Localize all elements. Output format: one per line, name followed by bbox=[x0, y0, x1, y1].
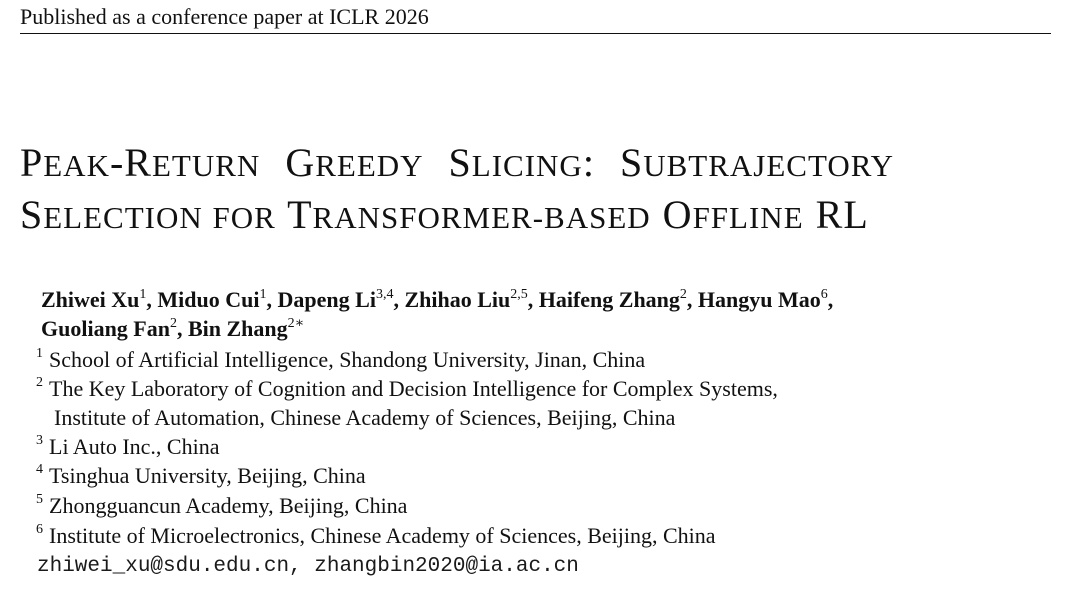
title-punctuation bbox=[804, 192, 816, 237]
affiliation-text: School of Artificial Intelligence, Shand… bbox=[49, 347, 646, 372]
title-capital: T bbox=[287, 192, 313, 237]
author-separator: , bbox=[146, 287, 158, 312]
affiliation-text: Institute of Microelectronics, Chinese A… bbox=[49, 523, 716, 548]
affiliation-number: 2 bbox=[36, 375, 43, 390]
author-affiliation-marker: 1 bbox=[259, 287, 267, 302]
affiliation-number: 1 bbox=[36, 346, 43, 361]
title-small-caps: RANSFORMER-BASED bbox=[312, 200, 651, 235]
author-affiliation-marker: 1 bbox=[139, 287, 147, 302]
author-affiliation-marker: 3,4 bbox=[375, 287, 394, 302]
title-capital: RL bbox=[815, 192, 869, 237]
paper-title-line-1: PEAK-RETURN GREEDY SLICING: SUBTRAJECTOR… bbox=[20, 141, 894, 188]
affiliation-5: 5 Zhongguancun Academy, Beijing, China bbox=[36, 492, 407, 520]
affiliation-number: 3 bbox=[36, 433, 43, 448]
author-emails[interactable]: zhiwei_xu@sdu.edu.cn, zhangbin2020@ia.ac… bbox=[37, 555, 579, 578]
author-separator: , bbox=[827, 287, 834, 312]
affiliation-1: 1 School of Artificial Intelligence, Shan… bbox=[36, 346, 645, 374]
affiliation-4: 4 Tsinghua University, Beijing, China bbox=[36, 462, 366, 490]
author-separator: , bbox=[527, 287, 539, 312]
author-name: Bin Zhang bbox=[187, 316, 288, 341]
title-punctuation bbox=[651, 192, 663, 237]
header-rule bbox=[20, 33, 1051, 34]
affiliation-number: 4 bbox=[36, 462, 43, 477]
author-separator: , bbox=[393, 287, 405, 312]
title-small-caps: ELECTION FOR bbox=[43, 200, 276, 235]
title-capital: S bbox=[448, 140, 472, 185]
affiliation-3: 3 Li Auto Inc., China bbox=[36, 433, 219, 461]
title-small-caps: EAK bbox=[43, 148, 110, 183]
affiliation-text: Tsinghua University, Beijing, China bbox=[49, 463, 366, 488]
affiliation-number: 6 bbox=[36, 522, 43, 537]
author-name: Haifeng Zhang bbox=[538, 287, 680, 312]
author-name: Hangyu Mao bbox=[697, 287, 821, 312]
title-punctuation bbox=[260, 140, 285, 185]
affiliation-text: Li Auto Inc., China bbox=[49, 434, 220, 459]
running-header: Published as a conference paper at ICLR … bbox=[20, 4, 429, 29]
author-affiliation-marker: 2,5 bbox=[510, 287, 528, 302]
title-punctuation: : bbox=[582, 140, 620, 185]
affiliation-2: 2 The Key Laboratory of Cognition and Dec… bbox=[36, 375, 778, 403]
title-capital: O bbox=[662, 192, 693, 237]
title-small-caps: REEDY bbox=[315, 148, 424, 183]
author-affiliation-marker: 2 bbox=[679, 287, 687, 302]
title-capital: S bbox=[20, 192, 44, 237]
title-small-caps: UBTRAJECTORY bbox=[643, 148, 895, 183]
title-capital: R bbox=[124, 140, 152, 185]
title-capital: S bbox=[619, 140, 644, 185]
affiliation-text: The Key Laboratory of Cognition and Deci… bbox=[49, 376, 778, 401]
author-list-line-1: Zhiwei Xu1, Miduo Cui1, Dapeng Li3,4, Zh… bbox=[41, 286, 833, 314]
author-name: Zhiwei Xu bbox=[41, 287, 140, 312]
author-separator: , bbox=[266, 287, 278, 312]
title-punctuation: - bbox=[109, 140, 125, 185]
author-name: Miduo Cui bbox=[157, 287, 260, 312]
author-list-line-2: Guoliang Fan2, Bin Zhang2∗ bbox=[41, 315, 304, 343]
title-small-caps: ETURN bbox=[151, 148, 261, 183]
title-punctuation bbox=[276, 192, 287, 237]
author-affiliation-marker: 6 bbox=[820, 287, 828, 302]
affiliation-number: 5 bbox=[36, 492, 43, 507]
affiliation-text: Zhongguancun Academy, Beijing, China bbox=[49, 493, 408, 518]
author-affiliation-marker: 2∗ bbox=[287, 316, 305, 331]
author-separator: , bbox=[176, 316, 188, 341]
author-name: Dapeng Li bbox=[277, 287, 376, 312]
title-capital: P bbox=[20, 140, 44, 185]
author-separator: , bbox=[686, 287, 698, 312]
author-affiliation-marker: 2 bbox=[169, 316, 177, 331]
author-name: Zhihao Liu bbox=[404, 287, 511, 312]
title-capital: G bbox=[285, 140, 316, 185]
author-name: Guoliang Fan bbox=[41, 316, 170, 341]
title-punctuation bbox=[424, 140, 449, 185]
paper-title-line-2: SELECTION FOR TRANSFORMER-BASED OFFLINE … bbox=[20, 193, 869, 240]
title-small-caps: LICING bbox=[471, 148, 583, 183]
affiliation-2-continuation: Institute of Automation, Chinese Academy… bbox=[54, 405, 676, 430]
title-small-caps: FFLINE bbox=[692, 200, 804, 235]
affiliation-6: 6 Institute of Microelectronics, Chinese … bbox=[36, 522, 716, 550]
